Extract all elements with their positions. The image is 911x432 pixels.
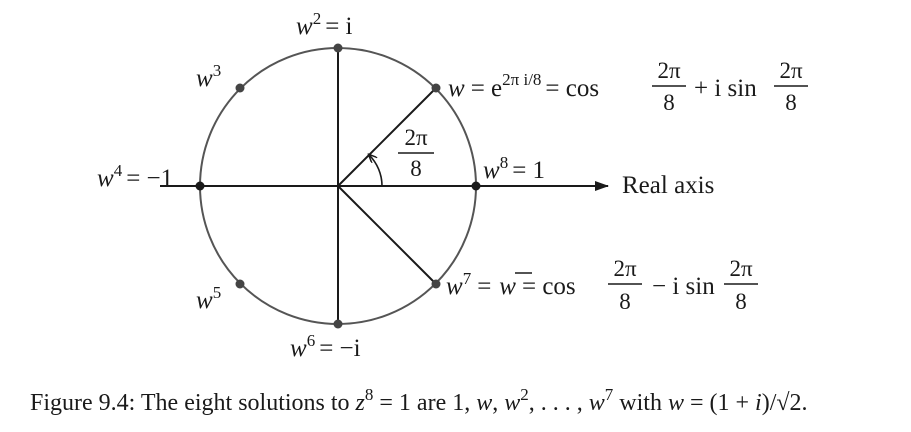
point-w2: [333, 43, 343, 53]
point-w: [431, 83, 441, 93]
label-w6: w6 = −i: [290, 331, 361, 362]
angle-denominator: 8: [410, 156, 422, 181]
radius-to-w: [337, 87, 437, 187]
w-frac1-numerator: 2π: [657, 58, 681, 83]
label-w5: w5: [196, 283, 221, 314]
label-w8: w8 = 1: [483, 153, 545, 184]
w7-frac2-denominator: 8: [735, 289, 747, 314]
figure-caption: Figure 9.4: The eight solutions to z8 = …: [30, 385, 808, 416]
angle-arc: [369, 155, 383, 187]
point-w6: [333, 319, 343, 329]
radius-to-w7: [337, 185, 437, 285]
w-frac2-denominator: 8: [785, 90, 797, 115]
point-w3: [235, 83, 245, 93]
w7-frac1-denominator: 8: [619, 289, 631, 314]
label-w-mid: + i sin: [694, 75, 757, 102]
w-frac1-denominator: 8: [663, 90, 675, 115]
real-axis-label: Real axis: [622, 172, 714, 199]
label-w4: w4 = −1: [97, 161, 173, 192]
point-w8: [471, 181, 481, 191]
w-frac2-numerator: 2π: [779, 58, 803, 83]
label-w7-mid: − i sin: [652, 273, 715, 300]
label-w7-part1: w7 = w = cos: [446, 269, 576, 300]
angle-numerator: 2π: [404, 125, 428, 150]
label-w-part1: w = e2π i/8 = cos: [448, 70, 599, 102]
label-w3: w3: [196, 61, 221, 92]
point-w4: [195, 181, 205, 191]
w7-frac2-numerator: 2π: [729, 256, 753, 281]
label-w2: w2 = i: [296, 9, 353, 40]
point-w5: [235, 279, 245, 289]
w7-frac1-numerator: 2π: [613, 256, 637, 281]
point-w7: [431, 279, 441, 289]
